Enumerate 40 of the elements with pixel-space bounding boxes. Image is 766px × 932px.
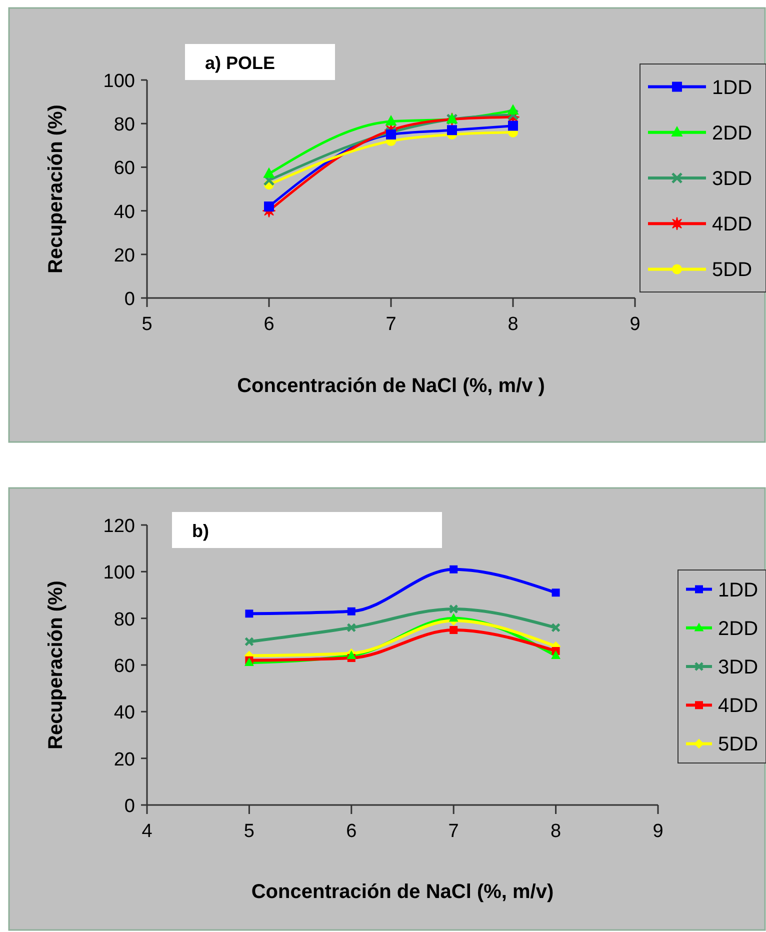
x-axis-title: Concentración de NaCl (%, m/v ) xyxy=(237,375,545,397)
legend-label: 4DD xyxy=(718,695,758,718)
x-tick-label: 7 xyxy=(386,314,396,335)
legend-label: 1DD xyxy=(718,579,758,602)
x-tick-label: 5 xyxy=(142,314,152,335)
y-tick-label: 20 xyxy=(114,749,135,770)
y-tick-label: 80 xyxy=(114,114,135,136)
y-tick-label: 0 xyxy=(124,289,135,310)
y-axis-title: Recuperación (%) xyxy=(45,104,67,274)
y-tick-label: 20 xyxy=(114,245,135,266)
x-tick-label: 4 xyxy=(142,821,153,842)
x-tick-label: 6 xyxy=(346,821,357,842)
y-tick-label: 100 xyxy=(103,71,135,92)
legend-label: 3DD xyxy=(718,656,758,678)
x-tick-label: 9 xyxy=(652,821,664,842)
x-tick-label: 9 xyxy=(630,314,640,335)
y-tick-label: 40 xyxy=(114,702,135,724)
legend-label: 2DD xyxy=(718,618,758,640)
y-tick-label: 0 xyxy=(124,796,135,817)
legend-label: 4DD xyxy=(712,214,752,236)
y-tick-label: 40 xyxy=(114,202,135,223)
x-tick-label: 6 xyxy=(264,314,274,335)
x-tick-label: 7 xyxy=(448,821,459,842)
chart-title: a) POLE xyxy=(205,53,276,73)
y-tick-label: 80 xyxy=(114,609,135,630)
x-tick-label: 8 xyxy=(508,314,518,335)
x-tick-label: 8 xyxy=(550,821,562,842)
legend-label: 3DD xyxy=(712,168,752,190)
legend-label: 1DD xyxy=(712,76,752,99)
y-tick-label: 60 xyxy=(114,158,135,180)
x-axis-title: Concentración de NaCl (%, m/v) xyxy=(251,881,554,903)
y-tick-label: 100 xyxy=(103,562,135,584)
x-tick-label: 5 xyxy=(244,821,254,842)
legend-label: 5DD xyxy=(718,734,758,756)
y-axis-title: Recuperación (%) xyxy=(45,580,67,750)
y-tick-label: 60 xyxy=(114,656,135,677)
legend-label: 5DD xyxy=(712,259,752,282)
chart-title: b) xyxy=(192,521,209,541)
y-tick-label: 120 xyxy=(103,516,135,537)
legend-label: 2DD xyxy=(712,122,752,144)
